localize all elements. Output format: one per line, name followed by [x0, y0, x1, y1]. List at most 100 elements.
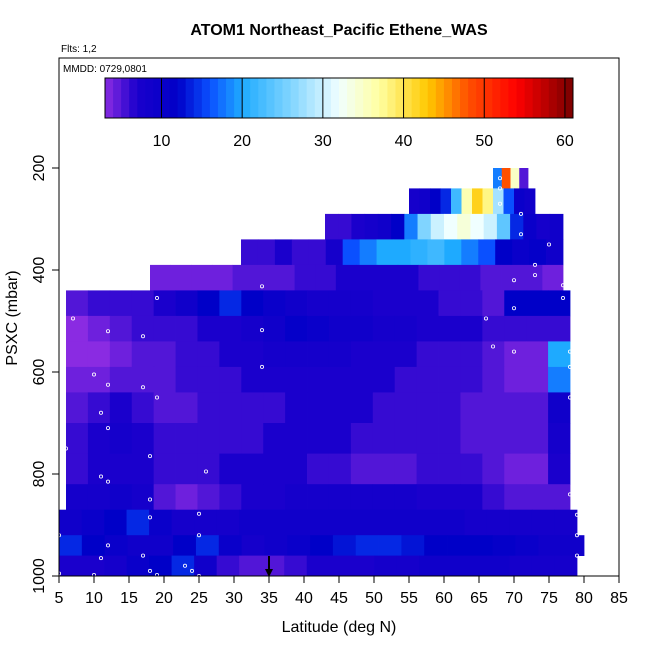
heat-cell-r5-c14	[372, 290, 396, 317]
heat-cell-r1-c9	[503, 188, 515, 215]
heat-cell-r11-c17	[438, 453, 461, 485]
heat-cell-r13-c2	[104, 509, 127, 536]
heat-cell-r13-c1	[81, 509, 105, 536]
heat-cell-r15-c7	[216, 555, 240, 577]
heat-cell-r3-c7	[359, 239, 377, 266]
heat-cell-r14-c2	[104, 535, 128, 556]
sample-point	[547, 242, 552, 247]
heat-cell-r4-c9	[335, 264, 357, 291]
sample-point	[106, 329, 111, 334]
heat-cell-r6-c20	[504, 315, 527, 342]
heat-cell-r10-c4	[153, 423, 176, 454]
colorbar-segment	[145, 78, 154, 118]
heat-cell-r2-c5	[391, 213, 405, 240]
colorbar-segment	[209, 78, 219, 118]
heat-cell-r9-c19	[482, 392, 505, 424]
heat-cell-r8-c14	[372, 366, 396, 393]
heat-cell-r12-c18	[460, 484, 483, 511]
heat-cell-r12-c20	[504, 484, 527, 511]
heat-cell-r10-c10	[285, 423, 308, 454]
y-axis: 200 400 600 800 1000	[31, 155, 59, 594]
heat-cell-r8-c1	[87, 366, 111, 393]
colorbar-segment	[395, 78, 405, 118]
heat-cell-r5-c8	[241, 290, 264, 317]
sample-point	[568, 395, 573, 400]
colorbar-tick-label: 50	[475, 133, 493, 150]
colorbar-segment	[137, 78, 146, 118]
heat-cell-r10-c22	[548, 423, 571, 454]
heat-cell-r12-c2	[109, 484, 133, 511]
heat-cell-r11-c20	[504, 453, 527, 485]
heat-cell-r10-c1	[87, 423, 111, 454]
colorbar-segment	[476, 78, 485, 118]
x-tick-label: 10	[85, 590, 103, 607]
heat-cell-r15-c22	[554, 555, 578, 577]
heat-cell-r11-c14	[372, 453, 396, 485]
flights-note: Flts: 1,2	[61, 44, 97, 55]
sample-point	[189, 568, 194, 573]
heat-cell-r2-c15	[523, 213, 537, 240]
sample-point	[147, 454, 152, 459]
heat-cell-r4-c8	[315, 264, 337, 291]
colorbar-segment	[169, 78, 179, 118]
heat-cell-r13-c14	[374, 509, 398, 536]
heat-cell-r14-c20	[515, 535, 539, 556]
heat-cell-r11-c11	[307, 453, 330, 485]
heat-cell-r1-c6	[472, 188, 483, 215]
heat-cell-r11-c12	[328, 453, 352, 485]
heat-cell-r2-c16	[536, 213, 551, 240]
heat-cell-r10-c0	[66, 423, 89, 454]
sample-point	[154, 296, 159, 301]
colorbar-segment	[129, 78, 138, 118]
heat-cell-r2-c0	[325, 213, 339, 240]
heat-cell-r2-c10	[457, 213, 471, 240]
heat-cell-r9-c5	[175, 392, 198, 424]
heat-cell-r1-c0	[409, 188, 420, 215]
heat-cell-r6-c22	[548, 315, 571, 342]
heat-cell-r6-c3	[131, 315, 155, 342]
colorbar-segment	[419, 78, 429, 118]
heat-cell-r13-c19	[486, 509, 510, 536]
heat-cell-r6-c9	[263, 315, 286, 342]
heat-cell-r10-c15	[394, 423, 418, 454]
heat-cell-r14-c12	[332, 535, 357, 556]
colorbar-segment	[339, 78, 348, 118]
heat-cell-r7-c8	[241, 341, 264, 368]
heat-cell-r14-c17	[447, 535, 471, 556]
sample-markers	[57, 176, 580, 579]
x-tick-label: 35	[260, 590, 278, 607]
x-tick-label: 40	[295, 590, 313, 607]
sample-point	[497, 176, 502, 181]
heat-cell-r6-c8	[241, 315, 264, 342]
colorbar-tick-label: 30	[314, 133, 332, 150]
colorbar-segment	[274, 78, 284, 118]
colorbar-segment	[161, 78, 171, 118]
heat-cell-r6-c2	[109, 315, 133, 342]
heat-cell-r15-c6	[194, 555, 218, 577]
heat-cell-r13-c20	[509, 509, 533, 536]
heat-cell-r2-c9	[444, 213, 458, 240]
heat-cell-r14-c15	[401, 535, 425, 556]
sample-point	[182, 563, 187, 568]
heat-cell-r3-c2	[274, 239, 293, 266]
heat-cell-r7-c6	[197, 341, 220, 368]
x-tick-label: 65	[470, 590, 488, 607]
heat-cell-r9-c16	[416, 392, 439, 424]
heat-cell-r7-c4	[153, 341, 176, 368]
colorbar-segment	[564, 78, 574, 118]
sample-point	[203, 469, 208, 474]
colorbar-segment	[330, 78, 340, 118]
heat-cell-r14-c1	[81, 535, 106, 556]
x-tick-label: 45	[330, 590, 348, 607]
colorbar-segment	[540, 78, 550, 118]
colorbar-segment	[508, 78, 518, 118]
heat-cell-r15-c13	[351, 555, 375, 577]
colorbar-segment	[492, 78, 501, 118]
sample-point	[497, 201, 502, 206]
heat-cell-r7-c15	[394, 341, 418, 368]
colorbar-segment	[177, 78, 187, 118]
heat-cell-r1-c3	[440, 188, 452, 215]
sample-point	[154, 395, 159, 400]
sample-point	[568, 364, 573, 369]
heat-cell-r1-c11	[524, 188, 536, 215]
